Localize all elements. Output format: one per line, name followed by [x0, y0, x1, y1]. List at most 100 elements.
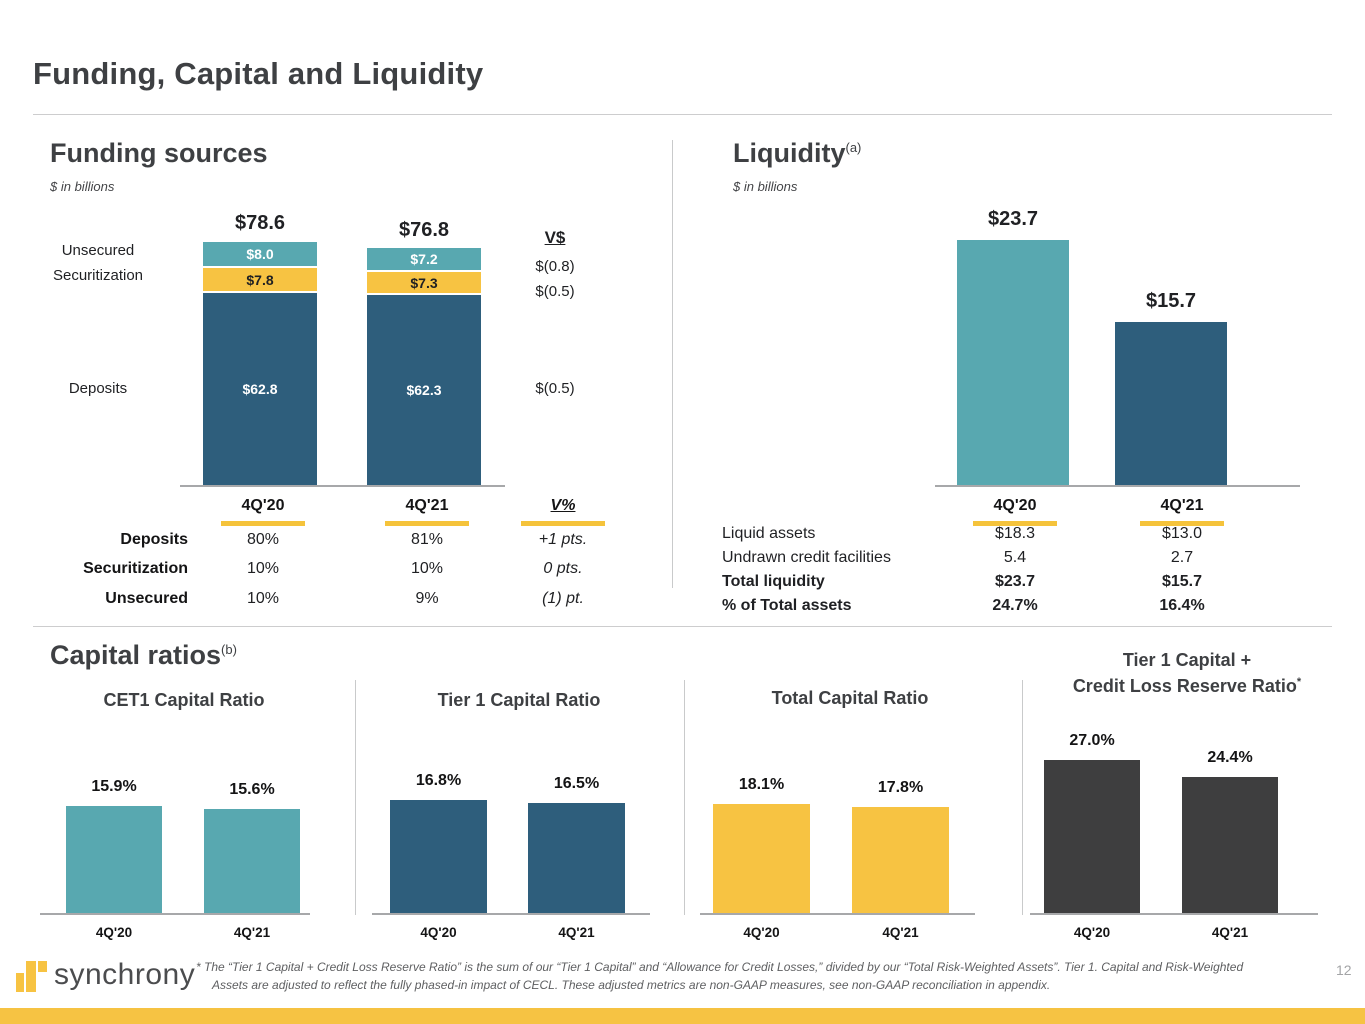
cet1-bar-4q20 [66, 806, 162, 913]
t1clr-chart-title-line1: Tier 1 Capital + [1122, 650, 1252, 670]
title-divider [33, 114, 1332, 115]
footnote-line-1: * The “Tier 1 Capital + Credit Loss Rese… [196, 960, 1244, 974]
tier1-period-4q21: 4Q'21 [558, 925, 595, 940]
cet1-chart-title: CET1 Capital Ratio [103, 690, 265, 710]
t1clr-period-4q20: 4Q'20 [1073, 925, 1111, 940]
funding-col-header-4q20: 4Q'20 [241, 497, 285, 514]
capital-section-title: Capital ratios(b) [50, 640, 237, 671]
capital-divider-1 [355, 680, 356, 915]
capital-footnote-ref: (b) [221, 642, 237, 657]
t1clr-period-4q21: 4Q'21 [1211, 925, 1249, 940]
funding-bar-4q21-securitization: $7.3 [367, 272, 481, 293]
funding-cell-unsecured-v: (1) pt. [542, 590, 584, 607]
tier1-value-4q20: 16.8% [415, 772, 462, 789]
liquidity-bar-4q20 [957, 240, 1069, 485]
liquidity-title-text: Liquidity [733, 138, 846, 168]
funding-bar-4q20-unsecured: $8.0 [203, 242, 317, 266]
logo-bar-small [16, 973, 24, 992]
liquidity-col-header-4q21: 4Q'21 [1160, 497, 1204, 514]
funding-col-header-vpct: V% [550, 497, 576, 514]
t1clr-bar-4q21 [1182, 777, 1278, 913]
liquidity-cell-undrawn-4q21: 2.7 [1170, 549, 1194, 566]
cet1-value-4q21: 15.6% [229, 781, 275, 798]
funding-bar-4q20-deposits: $62.8 [203, 293, 317, 485]
tier1-bar-4q20 [390, 800, 487, 913]
t1clr-bar-4q20 [1044, 760, 1140, 913]
funding-side-label-securitization: Securitization [52, 267, 144, 284]
page-title: Funding, Capital and Liquidity [33, 56, 484, 91]
t1clr-footnote-ref: * [1296, 676, 1302, 688]
bottom-accent-bar [0, 1008, 1365, 1024]
total-capital-bar-4q21 [852, 807, 949, 913]
liquidity-cell-pct-assets-4q21: 16.4% [1159, 597, 1205, 614]
total-capital-value-4q21: 17.8% [877, 779, 924, 796]
funding-cell-securitization-4q21: 10% [410, 560, 444, 577]
funding-col-header-4q21: 4Q'21 [405, 497, 449, 514]
liquidity-cell-total-4q20: $23.7 [994, 573, 1036, 590]
funding-cell-deposits-v: +1 pts. [538, 531, 588, 548]
liquidity-unit-label: $ in billions [733, 179, 798, 194]
funding-header-underline-3 [521, 521, 605, 526]
funding-side-label-unsecured: Unsecured [61, 242, 135, 259]
cet1-bar-4q21 [204, 809, 300, 913]
funding-row-label-unsecured: Unsecured [105, 590, 188, 607]
liquidity-value-4q21: $15.7 [1145, 290, 1197, 312]
t1clr-axis-line [1030, 913, 1318, 915]
capital-title-text: Capital ratios [50, 640, 222, 670]
logo-bar-tall [26, 961, 36, 992]
footnote-line-2: Assets are adjusted to reflect the fully… [212, 978, 1051, 992]
funding-side-label-deposits: Deposits [68, 380, 128, 397]
cet1-period-4q20: 4Q'20 [95, 925, 133, 940]
liquidity-row-label-total: Total liquidity [722, 573, 825, 590]
liquidity-cell-pct-assets-4q20: 24.7% [992, 597, 1038, 614]
funding-variance-deposits: $(0.5) [535, 380, 575, 397]
funding-cell-securitization-v: 0 pts. [543, 560, 583, 577]
funding-row-label-deposits: Deposits [120, 531, 188, 548]
tier1-chart-title: Tier 1 Capital Ratio [437, 690, 601, 710]
liquidity-cell-liquid-assets-4q20: $18.3 [994, 525, 1036, 542]
total-capital-value-4q20: 18.1% [738, 776, 785, 793]
liquidity-bar-4q21 [1115, 322, 1227, 485]
funding-bar-4q21-unsecured: $7.2 [367, 248, 481, 270]
t1clr-chart-title-line2: Credit Loss Reserve Ratio* [1037, 676, 1337, 697]
total-capital-axis-line [700, 913, 975, 915]
funding-header-underline-1 [221, 521, 305, 526]
funding-cell-deposits-4q20: 80% [246, 531, 280, 548]
t1clr-title-text: Credit Loss Reserve Ratio [1072, 676, 1297, 696]
liquidity-row-label-liquid-assets: Liquid assets [722, 525, 816, 542]
funding-variance-securitization: $(0.5) [535, 283, 575, 300]
t1clr-value-4q20: 27.0% [1069, 732, 1115, 749]
tier1-period-4q20: 4Q'20 [420, 925, 457, 940]
tier1-bar-4q21 [528, 803, 625, 913]
tier1-value-4q21: 16.5% [553, 775, 600, 792]
liquidity-col-header-4q20: 4Q'20 [993, 497, 1037, 514]
liquidity-header-underline-1 [973, 521, 1057, 526]
funding-cell-unsecured-4q21: 9% [415, 590, 439, 607]
logo-bar-square [38, 961, 47, 972]
mid-divider [33, 626, 1332, 627]
funding-unit-label: $ in billions [50, 179, 115, 194]
funding-variance-unsecured: $(0.8) [535, 258, 575, 275]
funding-cell-securitization-4q20: 10% [246, 560, 280, 577]
liquidity-header-underline-2 [1140, 521, 1224, 526]
liquidity-row-label-pct-assets: % of Total assets [722, 597, 852, 614]
funding-total-4q20: $78.6 [234, 212, 286, 234]
capital-divider-3 [1022, 680, 1023, 915]
liquidity-section-title: Liquidity(a) [733, 138, 861, 169]
funding-liquidity-divider [672, 140, 673, 588]
total-capital-period-4q21: 4Q'21 [882, 925, 919, 940]
synchrony-logo-icon [16, 961, 64, 993]
capital-divider-2 [684, 680, 685, 915]
cet1-period-4q21: 4Q'21 [233, 925, 271, 940]
funding-row-label-securitization: Securitization [83, 560, 188, 577]
total-capital-bar-4q20 [713, 804, 810, 913]
liquidity-cell-liquid-assets-4q21: $13.0 [1161, 525, 1203, 542]
funding-axis-line [180, 485, 505, 487]
page-number: 12 [1336, 962, 1352, 978]
funding-bar-4q21-deposits: $62.3 [367, 295, 481, 485]
t1clr-value-4q21: 24.4% [1207, 749, 1253, 766]
tier1-axis-line [372, 913, 650, 915]
funding-section-title: Funding sources [50, 138, 268, 168]
total-capital-period-4q20: 4Q'20 [743, 925, 780, 940]
